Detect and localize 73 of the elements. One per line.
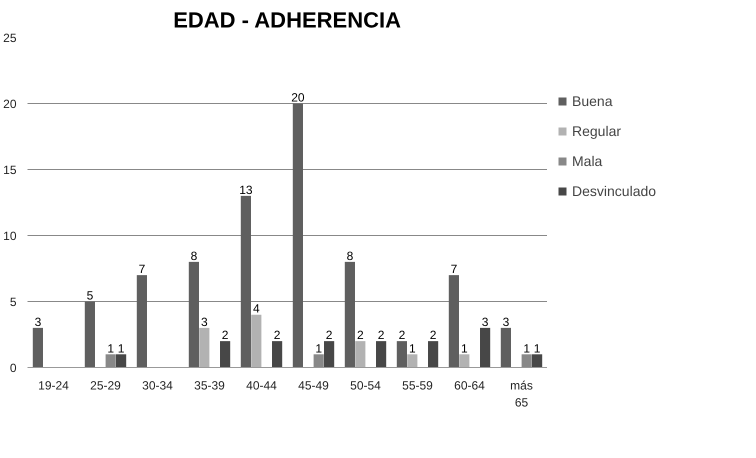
legend-label: Buena xyxy=(572,93,612,109)
data-label: 7 xyxy=(450,262,458,276)
bar xyxy=(355,341,366,368)
bar xyxy=(136,275,147,368)
bar xyxy=(428,341,438,368)
bar xyxy=(459,354,470,368)
chart-title: EDAD - ADHERENCIA xyxy=(173,8,402,32)
data-label: 1 xyxy=(408,341,416,356)
bar xyxy=(240,196,251,368)
data-label: 2 xyxy=(274,328,281,342)
data-label: 1 xyxy=(107,341,114,356)
bar xyxy=(376,341,386,368)
data-label: 2 xyxy=(378,328,385,342)
x-tick-label: 35-39 xyxy=(194,378,226,392)
y-tick-label: 10 xyxy=(3,229,17,243)
bar xyxy=(188,262,199,368)
data-label: 7 xyxy=(138,262,146,276)
legend-label: Regular xyxy=(572,123,622,139)
data-label: 1 xyxy=(460,341,468,356)
data-label: 8 xyxy=(346,248,354,263)
data-label: 2 xyxy=(356,328,364,342)
bar xyxy=(84,302,95,368)
bar xyxy=(199,328,210,368)
data-label: 8 xyxy=(190,248,198,263)
bar xyxy=(522,354,532,368)
bar xyxy=(396,341,407,368)
data-label: 4 xyxy=(252,302,260,316)
data-label: 1 xyxy=(523,341,530,356)
bar xyxy=(324,341,334,368)
data-label: 3 xyxy=(200,314,208,329)
data-label: 13 xyxy=(239,182,253,197)
bar xyxy=(500,328,511,368)
bar xyxy=(116,354,126,368)
data-label: 20 xyxy=(291,90,305,104)
y-tick-label: 25 xyxy=(3,31,17,45)
data-label: 3 xyxy=(482,314,489,329)
data-label: 2 xyxy=(430,328,437,342)
bar xyxy=(407,354,418,368)
data-label: 5 xyxy=(86,288,94,302)
bar xyxy=(106,354,116,368)
x-tick-label: 19-24 xyxy=(38,378,70,392)
legend-label: Desvinculado xyxy=(572,183,656,199)
legend-label: Mala xyxy=(572,153,602,169)
x-tick-label: 55-59 xyxy=(402,378,434,392)
x-tick-label: 25-29 xyxy=(90,378,122,392)
data-label: 3 xyxy=(502,314,510,329)
data-label: 1 xyxy=(315,341,322,356)
x-tick-label: 45-49 xyxy=(298,378,330,392)
data-label: 3 xyxy=(34,314,42,329)
data-label: 2 xyxy=(326,328,333,342)
data-label: 2 xyxy=(398,328,406,342)
bar xyxy=(314,354,324,368)
bar xyxy=(251,314,262,368)
bar xyxy=(292,104,303,368)
data-label: 1 xyxy=(534,341,541,356)
x-tick-label: 50-54 xyxy=(350,378,382,392)
bar xyxy=(532,354,542,368)
y-tick-label: 20 xyxy=(3,97,17,111)
bar xyxy=(220,341,230,368)
bar xyxy=(272,341,282,368)
bar xyxy=(344,262,355,368)
x-tick-label: 40-44 xyxy=(246,378,278,392)
data-label: 1 xyxy=(118,341,125,356)
x-tick-label: más 65 xyxy=(510,378,533,410)
bar xyxy=(480,328,490,368)
y-tick-label: 0 xyxy=(10,361,17,375)
bar xyxy=(448,275,459,368)
x-tick-label: 30-34 xyxy=(142,378,174,392)
y-tick-label: 15 xyxy=(3,163,17,177)
bar xyxy=(32,328,43,368)
data-label: 2 xyxy=(222,328,229,342)
y-tick-label: 5 xyxy=(10,295,17,309)
x-tick-label: 60-64 xyxy=(454,378,486,392)
